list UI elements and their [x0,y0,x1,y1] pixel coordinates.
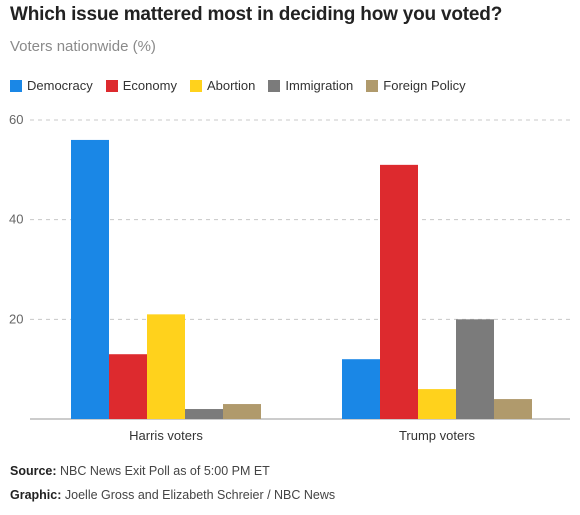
bar-harris-voters-economy [109,354,147,419]
bar-trump-voters-democracy [342,359,380,419]
legend: Democracy Economy Abortion Immigration Forei… [10,78,479,93]
footer-graphic: Graphic: Joelle Gross and Elizabeth Schr… [10,488,335,502]
legend-swatch [268,79,281,92]
x-category-label: Harris voters [129,428,203,443]
bar-harris-voters-foreign-policy [223,404,261,419]
chart-subtitle: Voters nationwide (%) [10,38,156,55]
graphic-text: Joelle Gross and Elizabeth Schreier / NB… [64,488,336,502]
legend-label: Economy [122,78,177,93]
legend-label: Abortion [206,78,256,93]
legend-swatch [10,79,22,92]
chart-title: Which issue mattered most in deciding ho… [10,4,503,25]
legend-swatch [366,79,379,92]
legend-label: Democracy [27,78,93,93]
legend-item-immigration: Immigration [268,78,353,93]
bar-trump-voters-foreign-policy [494,399,532,419]
source-label: Source: [10,464,57,478]
y-tick-label: 20 [9,311,23,326]
x-category-label: Trump voters [399,428,476,443]
bar-harris-voters-abortion [147,314,185,419]
legend-item-foreign-policy: Foreign Policy [366,78,466,93]
legend-item-democracy: Democracy [10,78,93,93]
legend-item-economy: Economy [105,78,177,93]
bar-harris-voters-democracy [71,139,109,419]
bar-trump-voters-economy [380,164,418,419]
legend-item-abortion: Abortion [189,78,256,93]
source-text: NBC News Exit Poll as of 5:00 PM ET [60,464,270,478]
legend-swatch [105,79,118,92]
legend-swatch [189,79,202,92]
legend-label: Immigration [285,78,354,93]
y-tick-label: 60 [9,112,23,127]
graphic-label: Graphic: [10,488,62,502]
y-tick-label: 40 [9,212,23,227]
bar-harris-voters-immigration [185,409,223,419]
footer-source: Source: NBC News Exit Poll as of 5:00 PM… [10,464,270,478]
bar-trump-voters-abortion [418,389,456,419]
legend-label: Foreign Policy [383,78,466,93]
bar-trump-voters-immigration [456,319,494,419]
